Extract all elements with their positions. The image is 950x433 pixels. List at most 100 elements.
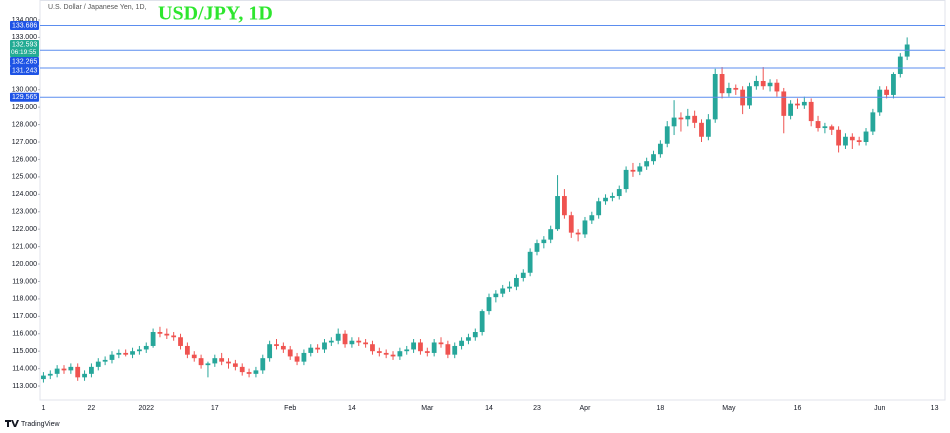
y-tick-label: 117.000 bbox=[12, 313, 37, 320]
candle-body bbox=[562, 196, 567, 216]
candle-body bbox=[198, 358, 204, 366]
candle-body bbox=[308, 347, 314, 353]
candle-body bbox=[136, 349, 142, 352]
candle-body bbox=[788, 103, 794, 116]
candle-body bbox=[767, 82, 773, 87]
candle-body bbox=[363, 342, 369, 345]
candle-body bbox=[41, 375, 46, 380]
candle-body bbox=[596, 201, 602, 216]
candle-body bbox=[438, 342, 444, 345]
candle-body bbox=[143, 345, 149, 350]
candle-body bbox=[472, 332, 478, 338]
logo-icon bbox=[5, 420, 19, 427]
candle-body bbox=[349, 340, 355, 345]
candle-body bbox=[637, 166, 643, 172]
y-tick-label: 120.000 bbox=[12, 261, 37, 268]
level-label-bg bbox=[10, 66, 39, 76]
candle-body bbox=[191, 354, 197, 359]
candle-body bbox=[171, 335, 177, 338]
candle-body bbox=[226, 361, 231, 364]
candle-body bbox=[603, 197, 608, 202]
candle-body bbox=[856, 140, 862, 142]
level-label-bg bbox=[10, 57, 39, 67]
candle-body bbox=[541, 239, 547, 244]
candle-body bbox=[664, 126, 670, 144]
candle-body bbox=[774, 82, 780, 92]
x-tick-label: 14 bbox=[485, 405, 493, 412]
candle-body bbox=[548, 229, 554, 240]
candle-body bbox=[418, 342, 423, 352]
candle-body bbox=[383, 352, 389, 355]
candle-body bbox=[479, 311, 485, 333]
y-tick-label: 121.000 bbox=[12, 243, 37, 250]
candle-body bbox=[164, 333, 170, 336]
plot-frame bbox=[39, 0, 946, 401]
candle-body bbox=[719, 74, 725, 94]
candle-body bbox=[219, 358, 225, 362]
candle-body bbox=[486, 297, 492, 312]
candle-body bbox=[500, 288, 506, 294]
candle-body bbox=[424, 351, 430, 353]
candle-body bbox=[376, 351, 382, 353]
candle-body bbox=[452, 345, 458, 355]
y-tick-label: 126.000 bbox=[12, 156, 37, 163]
candle-body bbox=[685, 115, 691, 120]
candle-body bbox=[356, 340, 362, 343]
chart-subtitle: U.S. Dollar / Japanese Yen, 1D, bbox=[48, 4, 147, 11]
candle-body bbox=[404, 349, 410, 352]
candle-body bbox=[102, 359, 108, 362]
candle-body bbox=[157, 332, 163, 334]
candle-body bbox=[712, 74, 718, 120]
candle-body bbox=[370, 344, 375, 352]
candle-body bbox=[849, 136, 855, 141]
candle-body bbox=[260, 358, 266, 371]
y-tick-label: 115.000 bbox=[12, 348, 37, 355]
candle-body bbox=[328, 340, 334, 343]
y-tick-label: 124.000 bbox=[12, 191, 37, 198]
candle-body bbox=[47, 373, 53, 376]
candle-body bbox=[212, 358, 218, 364]
x-tick-label: May bbox=[722, 405, 736, 412]
y-tick-label: 125.000 bbox=[12, 174, 37, 181]
candle-body bbox=[109, 354, 115, 360]
candle-body bbox=[801, 101, 807, 106]
candle-body bbox=[397, 351, 403, 357]
candle-body bbox=[246, 372, 252, 374]
x-tick-label: 1 bbox=[41, 405, 45, 412]
candle-body bbox=[877, 89, 883, 113]
candle-body bbox=[760, 80, 766, 87]
x-tick-label: 2022 bbox=[138, 405, 154, 412]
candle-body bbox=[507, 286, 512, 289]
candle-body bbox=[747, 86, 752, 106]
candle-body bbox=[294, 356, 300, 362]
candle-body bbox=[178, 337, 183, 346]
candle-body bbox=[459, 340, 464, 346]
candle-body bbox=[232, 363, 238, 367]
candle-body bbox=[829, 126, 835, 130]
candle-body bbox=[267, 344, 273, 359]
candle-body bbox=[253, 370, 259, 374]
candle-body bbox=[836, 129, 842, 146]
candle-body bbox=[843, 136, 848, 146]
candle-body bbox=[863, 131, 869, 142]
candle-body bbox=[61, 368, 67, 371]
chart-title: USD/JPY, 1D bbox=[158, 3, 273, 25]
candle-body bbox=[781, 91, 787, 116]
candle-body bbox=[555, 196, 560, 230]
candle-body bbox=[616, 189, 622, 197]
y-tick-label: 119.000 bbox=[12, 278, 37, 285]
candle-body bbox=[274, 344, 279, 346]
price-label-bg bbox=[10, 40, 39, 58]
y-tick-label: 113.000 bbox=[12, 383, 37, 390]
candle-body bbox=[575, 232, 581, 235]
candle-body bbox=[431, 342, 437, 353]
candle-body bbox=[335, 333, 341, 341]
candle-body bbox=[445, 344, 451, 355]
candle-body bbox=[815, 121, 821, 129]
candle-body bbox=[280, 345, 286, 350]
y-tick-label: 114.000 bbox=[12, 365, 37, 372]
candle-body bbox=[609, 196, 615, 198]
candle-body bbox=[630, 169, 636, 172]
candle-body bbox=[870, 112, 876, 132]
